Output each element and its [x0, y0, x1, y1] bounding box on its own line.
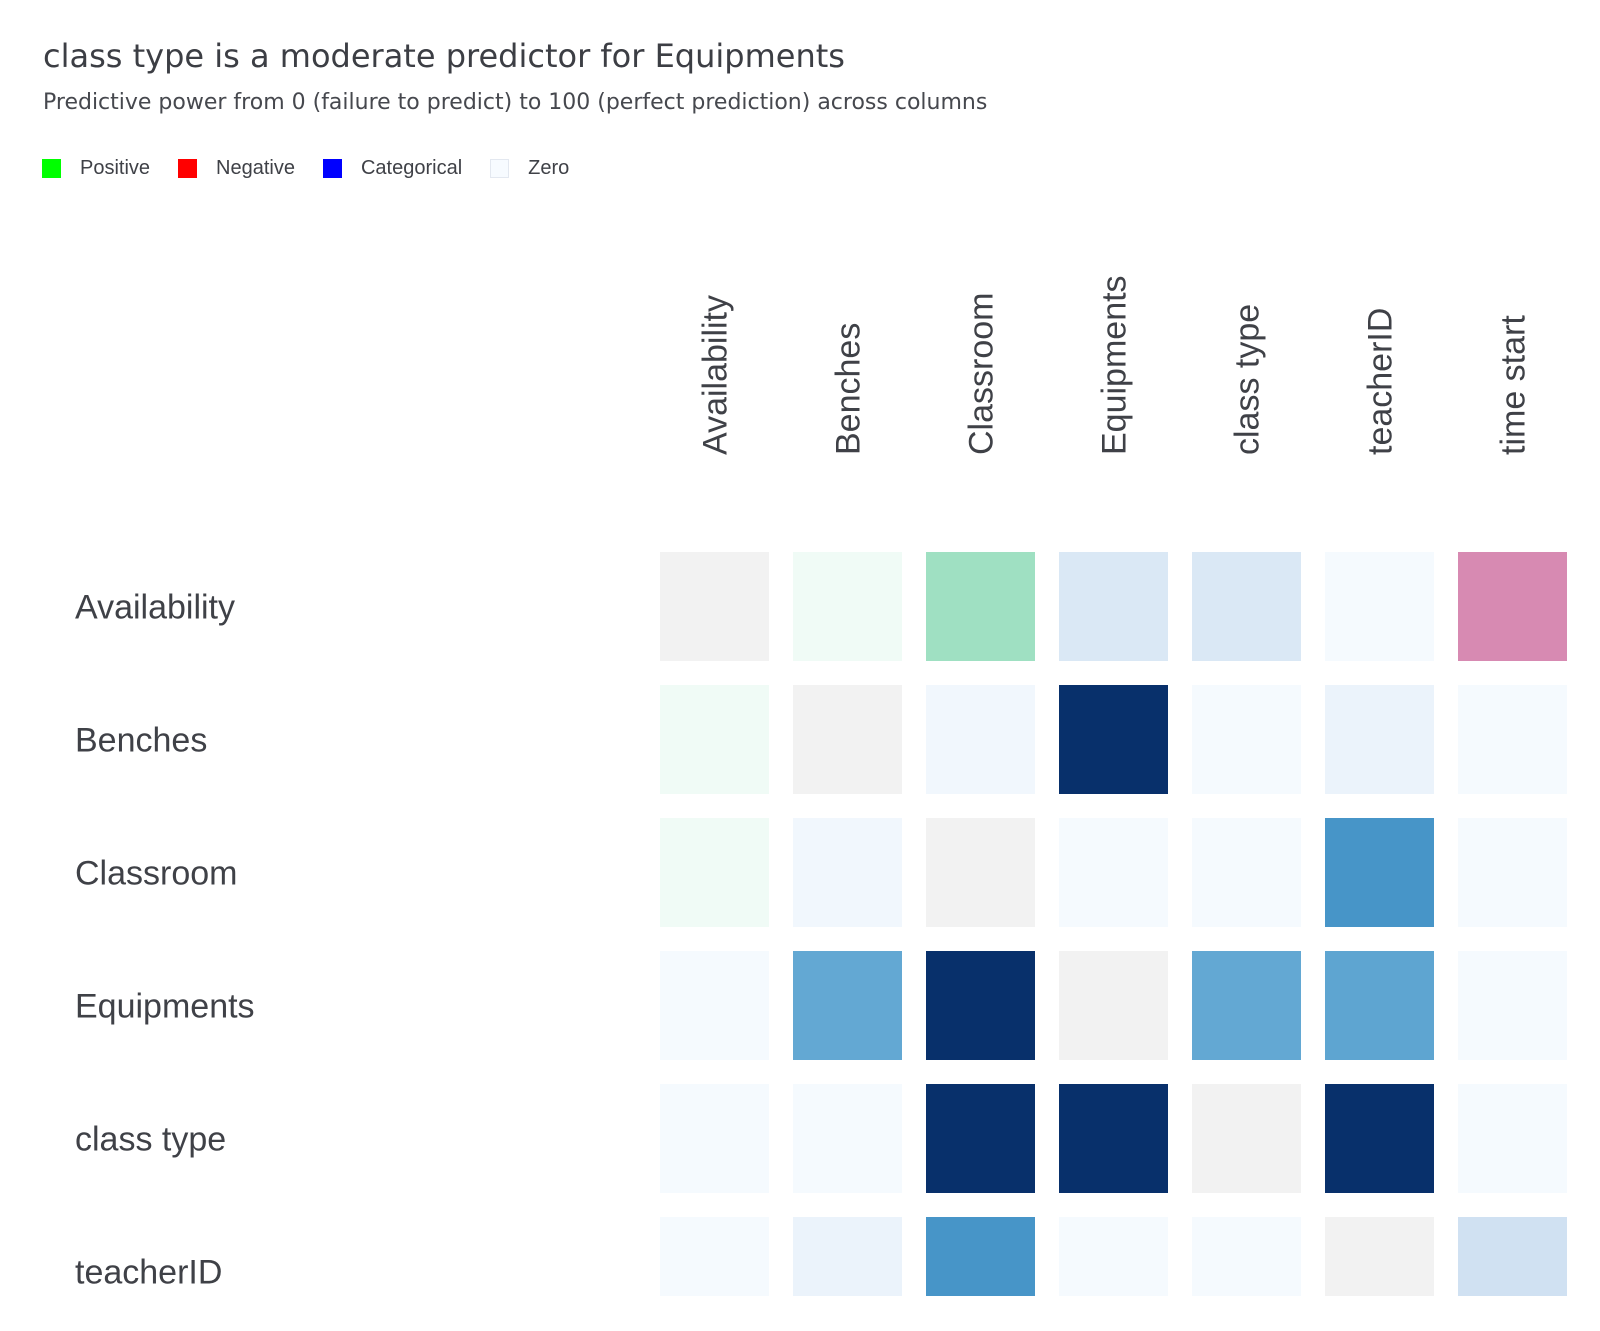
legend-item-zero[interactable]: Zero [490, 157, 569, 180]
heatmap-cell-availability-teacherid[interactable]: 1 [1325, 552, 1434, 661]
column-label-classroom: Classroom [963, 293, 1001, 455]
heatmap-cell-teacherid-time-start[interactable]: 20 [1458, 1217, 1567, 1296]
legend-swatch-zero [490, 158, 510, 178]
row-label-equipments: Equipments [75, 988, 255, 1026]
chart-title: class type is a moderate predictor for E… [43, 37, 845, 75]
heatmap-cell-availability-classroom[interactable]: 38 [926, 552, 1035, 661]
legend-item-negative[interactable]: Negative [178, 157, 295, 180]
legend-label-positive: Positive [80, 156, 151, 179]
heatmap-cell-teacherid-equipments[interactable]: 1 [1059, 1217, 1168, 1296]
heatmap-cell-benches-availability[interactable]: 3 [660, 685, 769, 794]
heatmap-cell-classroom-teacherid[interactable]: 72 [1325, 818, 1434, 927]
heatmap-cell-teacherid-classroom[interactable]: 72 [926, 1217, 1035, 1296]
row-label-teacherid: teacherID [75, 1254, 222, 1292]
heatmap-cell-availability-equipments[interactable]: 15 [1059, 552, 1168, 661]
heatmap-cell-benches-classroom[interactable]: 3 [926, 685, 1035, 794]
heatmap-cell-equipments-benches[interactable]: 55 [793, 951, 902, 1060]
heatmap-cell-benches-class-type[interactable]: 1 [1192, 685, 1301, 794]
heatmap-cell-equipments-classroom[interactable]: 100 [926, 951, 1035, 1060]
legend-swatch-positive [42, 158, 61, 178]
heatmap-cell-teacherid-class-type[interactable]: 1 [1192, 1217, 1301, 1296]
heatmap-cell-benches-equipments[interactable]: 100 [1059, 685, 1168, 794]
column-label-benches: Benches [830, 323, 868, 455]
row-label-class-type: class type [75, 1121, 226, 1159]
heatmap-cell-class-type-benches[interactable]: 1 [793, 1084, 902, 1193]
heatmap-cell-availability-availability[interactable] [660, 552, 769, 661]
chart-subtitle: Predictive power from 0 (failure to pred… [43, 90, 988, 115]
heatmap-cell-equipments-class-type[interactable]: 55 [1192, 951, 1301, 1060]
heatmap-cell-teacherid-availability[interactable]: 1 [660, 1217, 769, 1296]
heatmap-cell-class-type-equipments[interactable]: 100 [1059, 1084, 1168, 1193]
heatmap-cell-availability-benches[interactable]: 3 [793, 552, 902, 661]
row-label-classroom: Classroom [75, 855, 237, 893]
heatmap-cell-benches-benches[interactable] [793, 685, 902, 794]
legend-label-zero: Zero [528, 156, 570, 179]
heatmap-cell-classroom-equipments[interactable]: 1 [1059, 818, 1168, 927]
heatmap-cell-benches-time-start[interactable]: 1 [1458, 685, 1567, 794]
heatmap-cell-classroom-time-start[interactable]: 1 [1458, 818, 1567, 927]
heatmap-cell-class-type-teacherid[interactable]: 100 [1325, 1084, 1434, 1193]
heatmap-cell-availability-class-type[interactable]: 15 [1192, 552, 1301, 661]
heatmap-cell-class-type-class-type[interactable] [1192, 1084, 1301, 1193]
legend-item-categorical[interactable]: Categorical [322, 156, 463, 180]
heatmap-cell-classroom-classroom[interactable] [926, 818, 1035, 927]
legend-swatch-categorical [322, 158, 342, 178]
heatmap-cell-classroom-class-type[interactable]: 1 [1192, 818, 1301, 927]
row-label-availability: Availability [75, 589, 235, 627]
heatmap-cell-classroom-availability[interactable]: 3 [660, 818, 769, 927]
heatmap-cell-availability-time-start[interactable]: 45 [1458, 552, 1567, 661]
heatmap-cell-equipments-time-start[interactable]: 1 [1458, 951, 1567, 1060]
heatmap-cell-teacherid-teacherid[interactable] [1325, 1217, 1434, 1296]
heatmap-cell-benches-teacherid[interactable]: 6 [1325, 685, 1434, 794]
heatmap-cell-class-type-availability[interactable]: 1 [660, 1084, 769, 1193]
legend-label-categorical: Categorical [360, 156, 463, 179]
heatmap-cell-class-type-classroom[interactable]: 100 [926, 1084, 1035, 1193]
heatmap-cell-equipments-teacherid[interactable]: 58 [1325, 951, 1434, 1060]
legend-label-negative: Negative [216, 156, 295, 179]
legend-item-positive[interactable]: Positive [42, 157, 150, 180]
row-label-benches: Benches [75, 722, 207, 760]
column-label-teacherid: teacherID [1362, 308, 1400, 455]
column-label-equipments: Equipments [1096, 275, 1134, 455]
heatmap-cell-teacherid-benches[interactable]: 6 [793, 1217, 902, 1296]
heatmap-cell-classroom-benches[interactable]: 3 [793, 818, 902, 927]
legend: Positive Negative Categorical Zero [42, 156, 597, 180]
heatmap-cell-equipments-equipments[interactable] [1059, 951, 1168, 1060]
column-label-class-type: class type [1229, 304, 1267, 455]
heatmap-cell-equipments-availability[interactable]: 1 [660, 951, 769, 1060]
column-label-time-start: time start [1495, 315, 1533, 455]
column-label-availability: Availability [697, 295, 735, 455]
legend-swatch-negative [178, 158, 198, 178]
heatmap-cell-class-type-time-start[interactable]: 1 [1458, 1084, 1567, 1193]
